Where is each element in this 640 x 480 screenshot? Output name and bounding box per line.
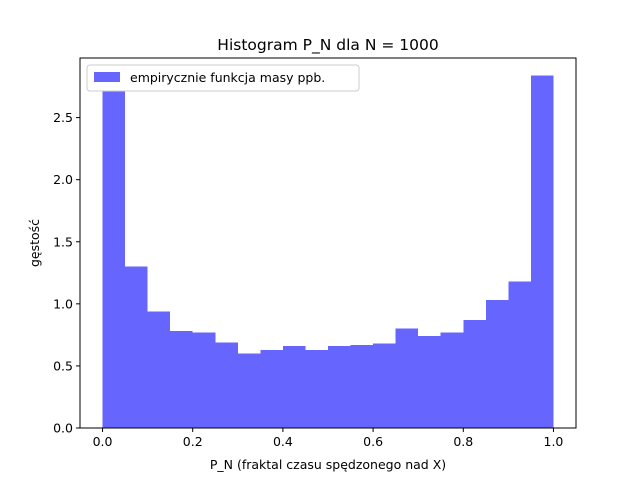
- x-tick-label: 0.2: [183, 434, 203, 449]
- x-tick-label: 1.0: [544, 434, 564, 449]
- y-tick-label: 2.0: [53, 172, 73, 187]
- histogram-bar: [237, 353, 261, 428]
- legend: empirycznie funkcja masy ppb.: [86, 64, 360, 92]
- y-axis-ticks: 0.0 0.5 1.0 1.5 2.0 2.5: [53, 110, 80, 436]
- legend-box: [86, 64, 360, 92]
- histogram-bar: [350, 344, 374, 428]
- y-tick-label: 0.5: [53, 358, 73, 373]
- histogram-bar: [463, 319, 486, 428]
- y-tick-label: 2.5: [53, 110, 73, 125]
- y-tick-label: 1.0: [53, 296, 73, 311]
- histogram-bar: [305, 349, 328, 428]
- chart-title: Histogram P_N dla N = 1000: [217, 36, 438, 55]
- x-tick-label: 0.6: [363, 434, 383, 449]
- histogram-bar: [260, 349, 283, 428]
- x-axis-label: P_N (fraktal czasu spędzonego nad X): [210, 457, 446, 472]
- histogram-bar: [418, 336, 441, 428]
- histogram-bar: [147, 311, 171, 428]
- histogram-bar: [102, 90, 126, 429]
- histogram-bar: [530, 75, 554, 428]
- histogram-bar: [485, 300, 509, 428]
- histogram-bar: [328, 346, 351, 428]
- histogram-bar: [192, 332, 216, 428]
- x-tick-label: 0.8: [453, 434, 473, 449]
- histogram-bar: [508, 281, 531, 428]
- legend-swatch: [94, 72, 120, 82]
- axes-frame: [79, 57, 577, 429]
- x-tick-label: 0.0: [93, 434, 113, 449]
- histogram-bar: [440, 332, 464, 428]
- y-tick-label: 0.0: [53, 421, 73, 436]
- histogram-bar: [125, 266, 148, 428]
- legend-label: empirycznie funkcja masy ppb.: [130, 70, 325, 85]
- histogram-bar: [373, 343, 396, 428]
- x-tick-label: 0.4: [273, 434, 293, 449]
- y-tick-label: 1.5: [53, 234, 73, 249]
- histogram-bar: [282, 346, 306, 428]
- histogram-bar: [170, 331, 193, 428]
- x-axis-ticks: 0.0 0.2 0.4 0.6 0.8 1.0: [93, 428, 564, 449]
- histogram-bar: [395, 328, 419, 428]
- y-axis-label: gęstość: [27, 219, 42, 267]
- histogram-bar: [215, 342, 238, 428]
- histogram-bars: [102, 75, 554, 429]
